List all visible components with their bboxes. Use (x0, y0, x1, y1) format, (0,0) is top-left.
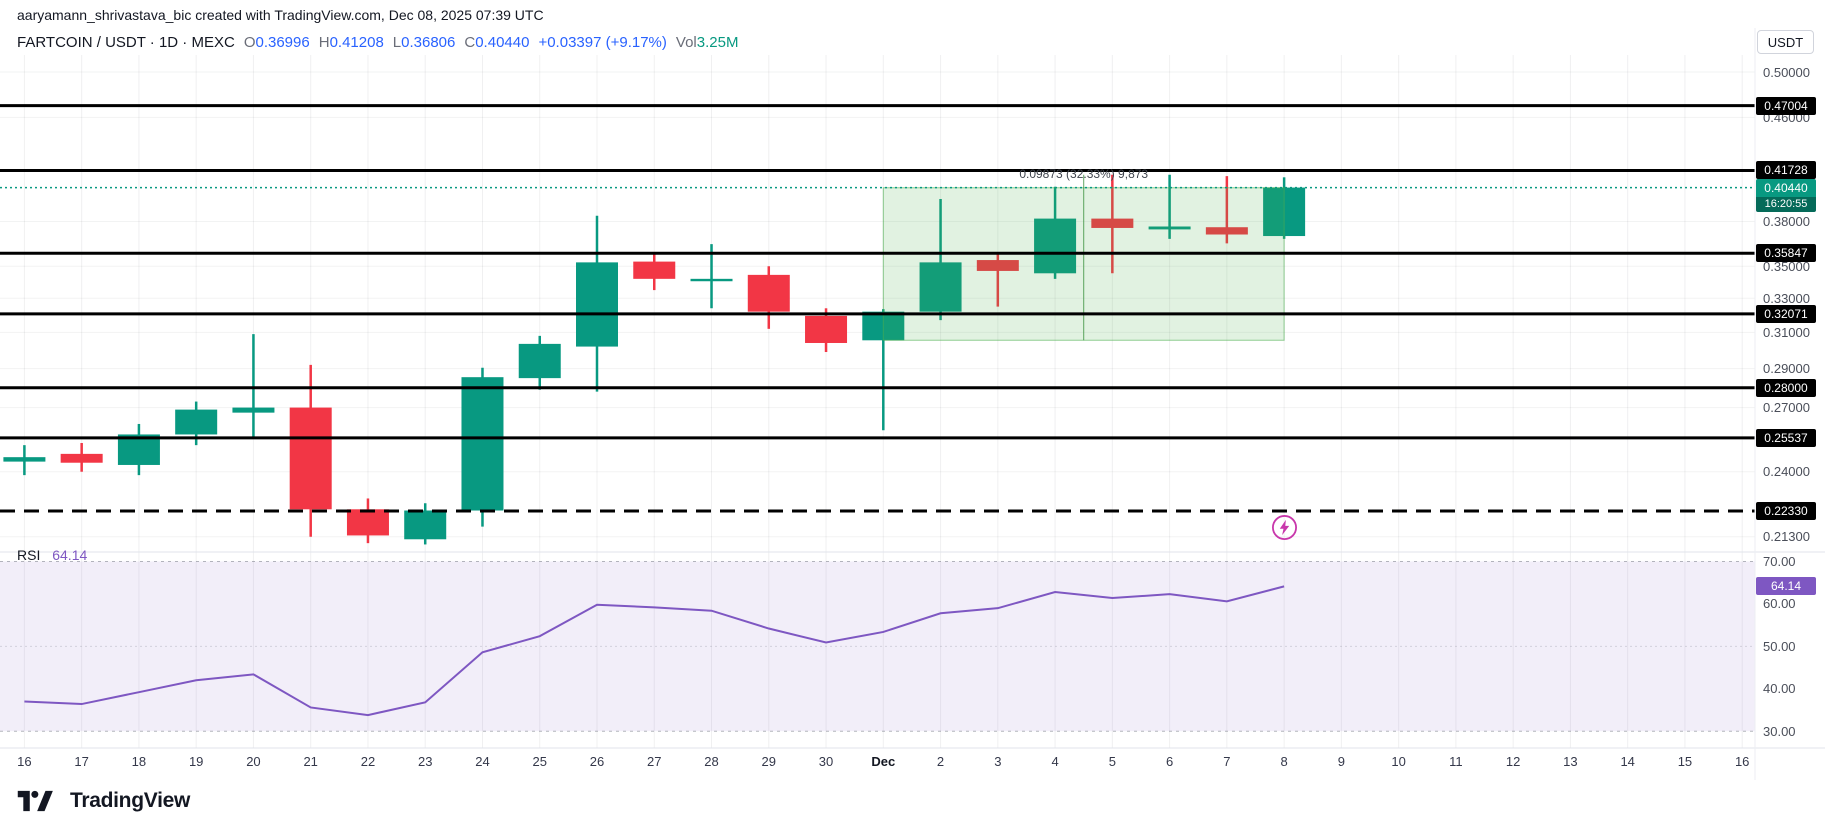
candle-body (60, 453, 103, 463)
candle-body (976, 260, 1019, 271)
candle-body (289, 407, 332, 510)
volume-readout: Vol3.25M (675, 34, 739, 51)
candle-body (346, 509, 389, 536)
symbol-legend: FARTCOIN / USDT · 1D · MEXC O0.36996 H0.… (17, 34, 738, 51)
tradingview-logo-mark (17, 790, 53, 812)
rsi-current-value: 64.14 (52, 547, 88, 563)
candle-body (1091, 218, 1134, 228)
candle-body (1148, 226, 1191, 230)
lightning-icon[interactable] (1271, 514, 1298, 541)
chart-attribution: aaryamann_shrivastava_bic created with T… (17, 7, 544, 23)
currency-toggle-button[interactable]: USDT (1757, 30, 1814, 54)
ohlc-low: L0.36806 (392, 34, 456, 51)
candle-body (404, 510, 447, 540)
symbol-title[interactable]: FARTCOIN / USDT · 1D · MEXC (17, 34, 235, 51)
rsi-indicator-label[interactable]: RSI 64.14 (17, 547, 88, 563)
candle-body (633, 261, 676, 279)
candle-body (805, 315, 848, 343)
candle-body (461, 377, 504, 511)
chart-canvas[interactable] (0, 0, 1825, 782)
rsi-line (24, 585, 1285, 717)
candle-body (747, 274, 790, 312)
rsi-band (0, 561, 1755, 732)
candle-body (1034, 218, 1077, 274)
ohlc-high: H0.41208 (318, 34, 384, 51)
tradingview-logo-text: TradingView (70, 789, 191, 812)
price-change: +0.03397 (+9.17%) (538, 34, 667, 51)
candle-body (3, 457, 46, 462)
candle-body (690, 278, 733, 282)
candle-body (919, 262, 962, 312)
ohlc-open: O0.36996 (243, 34, 310, 51)
ohlc-close: C0.40440 (464, 34, 530, 51)
candle-body (175, 409, 218, 435)
candle-body (576, 262, 618, 347)
tradingview-logo[interactable]: TradingView (16, 789, 190, 813)
candle-body (518, 343, 561, 379)
candle-body (1205, 227, 1248, 235)
candle-body (232, 407, 275, 413)
candle-body (117, 434, 160, 465)
